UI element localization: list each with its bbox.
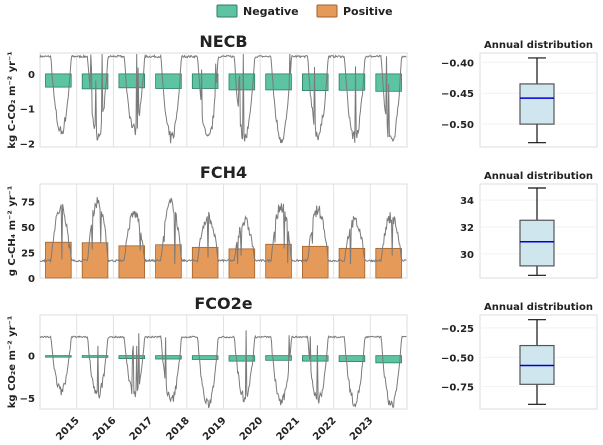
x-tick-label: 2017 <box>128 415 155 442</box>
panel-fco2e: FCO2e 0 −5kg CO₂e m⁻² yr⁻¹ 2015 2016 2017 2018… <box>7 294 598 443</box>
legend-swatch-positive <box>316 4 338 18</box>
boxplot-tick-label: −0.45 <box>441 89 474 100</box>
legend-label-negative: Negative <box>243 5 299 18</box>
panel-necb: NECB 0 −1 −2kg C-CO₂ m⁻² yr⁻¹ Annual distrib… <box>7 32 598 151</box>
bar-2021 <box>302 245 329 279</box>
bar-2018 <box>191 73 219 89</box>
boxplot-tick-label: 34 <box>460 196 474 207</box>
bar-2015 <box>81 355 109 358</box>
bar-2015 <box>81 73 109 90</box>
bar-2023 <box>375 247 402 279</box>
legend-swatch-negative <box>216 4 238 18</box>
boxplot-tick-label: −0.25 <box>441 324 474 335</box>
bar-2017 <box>155 244 182 279</box>
legend: Negative Positive <box>216 4 393 18</box>
bar-2019 <box>228 355 256 362</box>
y-axis-label: kg C-CO₂ m⁻² yr⁻¹ <box>7 51 18 148</box>
bar-2019 <box>228 248 256 279</box>
bar-2016 <box>118 245 145 279</box>
y-tick-label: 50 <box>21 223 35 234</box>
box-iqr <box>519 83 555 125</box>
x-tick-label: 2016 <box>91 415 118 442</box>
x-tick-label: 2023 <box>348 415 375 442</box>
timeseries-line <box>39 53 407 144</box>
bar-2022 <box>338 355 366 362</box>
bar-2016 <box>118 73 145 89</box>
bar-2014 <box>45 73 72 88</box>
boxplot-tick-label: −0.40 <box>441 58 474 69</box>
bar-2022 <box>338 247 366 279</box>
y-tick-label: −5 <box>20 394 35 405</box>
y-tick-label: 75 <box>21 197 35 208</box>
x-tick-label: 2021 <box>275 415 302 442</box>
boxplot-tick-label: 32 <box>460 223 474 234</box>
y-tick-label: 0 <box>28 70 35 81</box>
panel-title: FCH4 <box>200 163 247 182</box>
bar-2016 <box>118 355 145 360</box>
boxplot-title: Annual distribution <box>484 302 593 313</box>
bar-2017 <box>155 355 182 360</box>
box-iqr <box>519 219 555 267</box>
boxplot-tick-label: 30 <box>460 250 474 261</box>
bar-2019 <box>228 73 256 91</box>
boxplot-tick-label: −0.50 <box>441 353 474 364</box>
y-tick-label: 0 <box>28 274 35 285</box>
boxplot-title: Annual distribution <box>484 171 593 182</box>
y-axis-label: kg CO₂e m⁻² yr⁻¹ <box>7 316 18 408</box>
y-tick-label: −1 <box>20 105 35 116</box>
bar-2020 <box>265 355 292 361</box>
x-tick-label: 2020 <box>238 415 265 442</box>
bar-2020 <box>265 73 292 91</box>
bar-2014 <box>45 355 72 358</box>
x-tick-label: 2018 <box>164 415 191 442</box>
boxplot-tick-label: −0.50 <box>441 120 474 131</box>
timeseries-line <box>39 197 407 265</box>
y-tick-label: 0 <box>28 352 35 363</box>
boxplot-title: Annual distribution <box>484 40 593 51</box>
y-tick-label: 25 <box>21 248 35 259</box>
bar-2022 <box>338 73 366 91</box>
bar-2021 <box>302 355 329 362</box>
panel-title: FCO2e <box>194 294 252 313</box>
x-tick-label: 2022 <box>311 415 338 442</box>
boxplot-tick-label: −0.75 <box>441 383 474 394</box>
x-tick-label: 2019 <box>201 415 228 442</box>
panel-title: NECB <box>199 32 247 51</box>
bar-2018 <box>191 246 219 279</box>
bar-2017 <box>155 73 182 89</box>
bar-2018 <box>191 355 219 360</box>
y-tick-label: −2 <box>20 140 35 151</box>
bar-2023 <box>375 355 402 364</box>
timeseries-line <box>39 330 407 409</box>
y-axis-label: g C-CH₄ m⁻² yr⁻¹ <box>7 186 18 277</box>
x-tick-label: 2015 <box>54 415 81 442</box>
panel-fch4: FCH4 0 25 50 75g C-CH₄ m⁻² yr⁻¹ Annual distri… <box>7 163 598 285</box>
legend-label-positive: Positive <box>343 5 393 18</box>
